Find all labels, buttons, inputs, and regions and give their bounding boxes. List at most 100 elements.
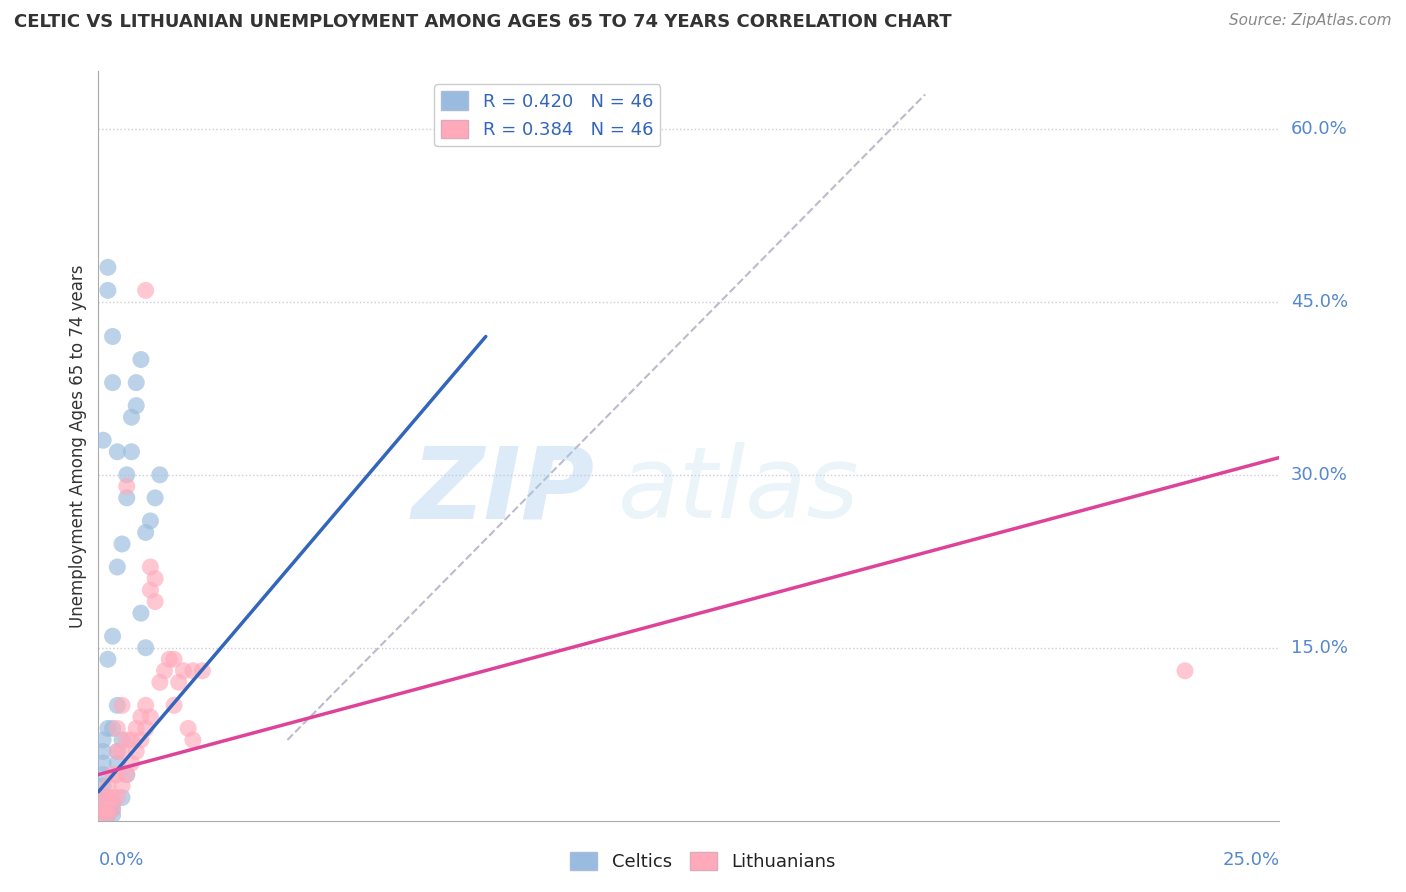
- Point: [111, 537, 134, 551]
- Point: [139, 710, 162, 724]
- Point: [105, 722, 128, 736]
- Point: [105, 767, 128, 781]
- Point: [97, 802, 120, 816]
- Point: [111, 698, 134, 713]
- Point: [135, 640, 157, 655]
- Point: [97, 790, 120, 805]
- Point: [105, 560, 128, 574]
- Point: [111, 733, 134, 747]
- Point: [105, 444, 128, 458]
- Point: [105, 744, 128, 758]
- Point: [91, 808, 114, 822]
- Point: [139, 514, 162, 528]
- Point: [129, 710, 152, 724]
- Point: [91, 434, 114, 448]
- Point: [91, 744, 114, 758]
- Point: [139, 583, 162, 598]
- Point: [91, 756, 114, 770]
- Point: [181, 664, 204, 678]
- Point: [101, 329, 124, 343]
- Point: [157, 652, 180, 666]
- Point: [91, 802, 114, 816]
- Point: [97, 284, 120, 298]
- Point: [105, 698, 128, 713]
- Point: [97, 722, 120, 736]
- Point: [115, 491, 138, 505]
- Point: [111, 779, 134, 793]
- Legend: Celtics, Lithuanians: Celtics, Lithuanians: [562, 845, 844, 879]
- Point: [163, 652, 186, 666]
- Point: [177, 722, 200, 736]
- Text: ZIP: ZIP: [412, 442, 595, 540]
- Point: [97, 652, 120, 666]
- Text: atlas: atlas: [619, 442, 859, 540]
- Point: [125, 399, 148, 413]
- Point: [91, 790, 114, 805]
- Point: [115, 479, 138, 493]
- Point: [135, 525, 157, 540]
- Point: [121, 756, 143, 770]
- Point: [101, 802, 124, 816]
- Point: [91, 767, 114, 781]
- Point: [101, 790, 124, 805]
- Point: [149, 675, 172, 690]
- Text: 25.0%: 25.0%: [1222, 851, 1279, 869]
- Point: [105, 756, 128, 770]
- Point: [97, 802, 120, 816]
- Point: [167, 675, 190, 690]
- Legend: R = 0.420   N = 46, R = 0.384   N = 46: R = 0.420 N = 46, R = 0.384 N = 46: [434, 84, 661, 146]
- Point: [129, 352, 152, 367]
- Point: [111, 790, 134, 805]
- Text: 15.0%: 15.0%: [1291, 639, 1347, 657]
- Point: [115, 467, 138, 482]
- Point: [97, 790, 120, 805]
- Point: [115, 767, 138, 781]
- Point: [163, 698, 186, 713]
- Point: [91, 802, 114, 816]
- Text: CELTIC VS LITHUANIAN UNEMPLOYMENT AMONG AGES 65 TO 74 YEARS CORRELATION CHART: CELTIC VS LITHUANIAN UNEMPLOYMENT AMONG …: [14, 13, 952, 31]
- Point: [105, 790, 128, 805]
- Point: [135, 284, 157, 298]
- Text: Source: ZipAtlas.com: Source: ZipAtlas.com: [1229, 13, 1392, 29]
- Text: 60.0%: 60.0%: [1291, 120, 1347, 138]
- Point: [101, 722, 124, 736]
- Point: [111, 744, 134, 758]
- Point: [172, 664, 194, 678]
- Point: [149, 467, 172, 482]
- Point: [191, 664, 214, 678]
- Point: [139, 560, 162, 574]
- Point: [115, 733, 138, 747]
- Point: [143, 594, 166, 608]
- Text: 0.0%: 0.0%: [98, 851, 143, 869]
- Point: [97, 808, 120, 822]
- Text: 30.0%: 30.0%: [1291, 466, 1347, 483]
- Point: [101, 797, 124, 811]
- Point: [181, 733, 204, 747]
- Point: [121, 410, 143, 425]
- Point: [121, 733, 143, 747]
- Point: [135, 698, 157, 713]
- Point: [101, 629, 124, 643]
- Point: [143, 491, 166, 505]
- Point: [97, 808, 120, 822]
- Point: [121, 444, 143, 458]
- Point: [143, 572, 166, 586]
- Point: [91, 808, 114, 822]
- Point: [125, 722, 148, 736]
- Point: [105, 744, 128, 758]
- Y-axis label: Unemployment Among Ages 65 to 74 years: Unemployment Among Ages 65 to 74 years: [69, 264, 87, 628]
- Point: [129, 606, 152, 620]
- Point: [91, 779, 114, 793]
- Point: [101, 376, 124, 390]
- Point: [91, 805, 114, 819]
- Point: [1174, 664, 1197, 678]
- Point: [129, 733, 152, 747]
- Point: [125, 744, 148, 758]
- Point: [101, 808, 124, 822]
- Point: [97, 779, 120, 793]
- Point: [91, 733, 114, 747]
- Point: [101, 802, 124, 816]
- Point: [135, 722, 157, 736]
- Text: 45.0%: 45.0%: [1291, 293, 1348, 311]
- Point: [101, 767, 124, 781]
